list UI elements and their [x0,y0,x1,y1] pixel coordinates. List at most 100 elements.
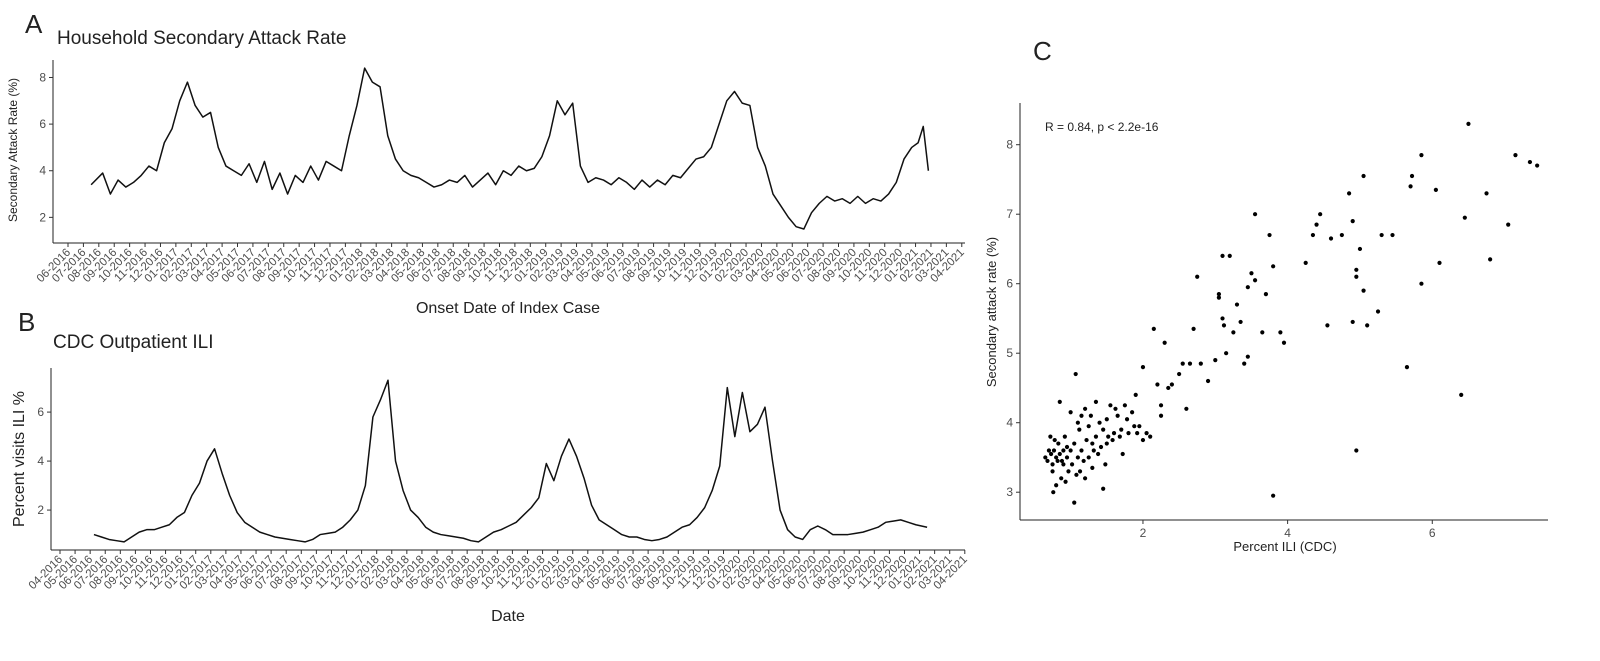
scatter-point [1409,173,1415,179]
scatter-point [1361,173,1366,179]
scatter-point [1151,326,1156,331]
scatter-point [1086,424,1091,429]
y-tick-label: 8 [39,70,46,84]
scatter-point [1115,413,1120,418]
scatter-point [1124,417,1130,422]
scatter-point [1091,448,1096,453]
panel-letter: C [1033,36,1052,66]
scatter-point [1252,278,1258,283]
scatter-point [1137,424,1142,429]
scatter-point [1357,246,1363,252]
scatter-point [1148,434,1153,439]
scatter-point [1043,455,1048,460]
scatter-point [1101,427,1106,432]
y-tick-label: 2 [37,503,44,517]
scatter-point [1098,444,1104,450]
y-tick-label: 3 [1006,485,1013,499]
scatter-point [1166,385,1171,391]
scatter-point [1238,319,1243,325]
scatter-point [1466,121,1471,126]
scatter-point [1252,212,1258,217]
y-axis-label: Secondary attack rate (%) [984,237,999,387]
scatter-point [1057,451,1062,457]
scatter-point [1169,382,1174,387]
data-line [90,67,930,230]
scatter-point [1069,462,1075,467]
scatter-point [1281,340,1287,345]
scatter-point [1103,462,1108,467]
y-tick-label: 4 [37,454,44,468]
scatter-point [1350,219,1355,224]
scatter-point [1535,163,1540,168]
y-axis-label: Percent visits ILI % [11,391,28,527]
scatter-point [1488,257,1493,262]
scatter-point [1314,222,1319,227]
scatter-point [1048,434,1053,439]
scatter-point [1318,212,1323,217]
scatter-point [1084,437,1089,443]
scatter-point [1051,490,1056,495]
scatter-point [1059,476,1064,481]
scatter-point [1130,410,1135,415]
scatter-point [1106,434,1111,439]
scatter-point [1073,371,1078,377]
scatter-point [1459,392,1464,397]
scatter-point [1404,365,1410,370]
scatter-point [1484,191,1489,196]
scatter-point [1191,326,1196,331]
scatter-point [1057,399,1062,404]
scatter-point [1433,187,1438,192]
scatter-point [1140,365,1146,370]
x-axis-label: Percent ILI (CDC) [1233,539,1336,554]
scatter-point [1090,441,1095,446]
scatter-point [1050,462,1055,467]
scatter-point [1082,476,1088,481]
scatter-point [1158,403,1164,408]
scatter-point [1144,431,1149,436]
scatter-point [1119,427,1124,432]
scatter-point [1062,434,1067,439]
scatter-point [1325,323,1330,328]
scatter-point [1117,434,1122,439]
y-tick-label: 6 [39,117,46,131]
scatter-point [1310,232,1316,238]
scatter-point [1346,191,1352,196]
scatter-point [1068,410,1073,415]
scatter-point [1249,271,1254,276]
scatter-point [1158,413,1164,418]
scatter-point [1263,292,1269,297]
scatter-point [1205,378,1211,384]
y-tick-label: 4 [39,164,46,178]
y-axis-label: Secondary Attack Rate (%) [6,78,20,222]
y-tick-label: 2 [39,210,46,224]
scatter-point [1049,451,1054,457]
scatter-point [1271,264,1276,269]
scatter-point [1046,448,1052,453]
scatter-point [1328,236,1334,241]
chart-title: CDC Outpatient ILI [53,332,214,353]
scatter-point [1271,493,1276,498]
scatter-point [1104,417,1109,422]
scatter-point [1075,455,1080,460]
scatter-point [1140,437,1146,443]
scatter-point [1419,153,1424,158]
x-axis-label: Date [491,608,525,625]
scatter-point [1126,431,1131,436]
scatter-point [1220,316,1225,321]
annotation: R = 0.84, p < 2.2e-16 [1045,120,1159,134]
x-axis-label: Onset Date of Index Case [416,300,600,317]
scatter-point [1354,267,1359,272]
scatter-point [1419,281,1424,286]
scatter-point [1198,361,1203,366]
scatter-point [1227,253,1232,258]
y-tick-label: 6 [1006,277,1013,291]
scatter-point [1224,351,1229,356]
y-tick-label: 8 [1006,138,1013,152]
scatter-point [1195,274,1200,279]
scatter-point [1187,361,1193,366]
scatter-point [1056,441,1061,446]
scatter-point [1245,285,1250,290]
scatter-point [1061,448,1066,453]
